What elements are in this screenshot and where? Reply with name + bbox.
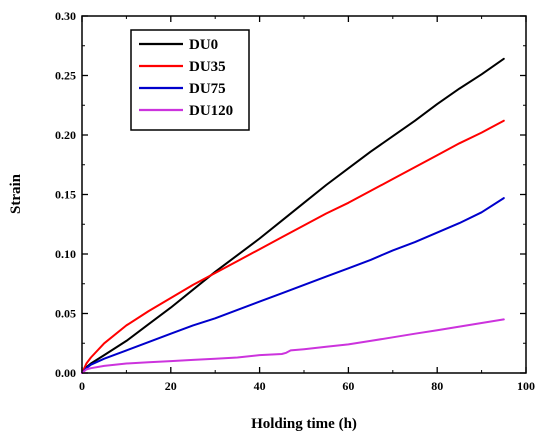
legend-box xyxy=(130,29,250,131)
legend-label-du75: DU75 xyxy=(189,81,226,97)
x-tick-label: 100 xyxy=(517,379,535,393)
x-axis-label: Holding time (h) xyxy=(251,416,357,432)
legend-label-du0: DU0 xyxy=(189,37,218,53)
x-tick-label: 0 xyxy=(79,379,85,393)
x-axis: 0 20 40 60 80 100 xyxy=(79,16,535,393)
series-line-du75 xyxy=(81,197,505,374)
series-line-du0 xyxy=(81,57,505,374)
y-tick-label: 0.30 xyxy=(55,9,76,23)
x-tick-label: 20 xyxy=(165,379,177,393)
y-tick-label: 0.15 xyxy=(55,188,76,202)
legend: DU0 DU35 DU75 DU120 xyxy=(130,29,250,131)
series-line-du120 xyxy=(81,318,505,374)
legend-label-du35: DU35 xyxy=(189,59,226,75)
legend-label-du120: DU120 xyxy=(189,103,233,119)
y-tick-label: 0.00 xyxy=(55,366,76,380)
y-tick-label: 0.05 xyxy=(55,307,76,321)
y-tick-label: 0.10 xyxy=(55,247,76,261)
y-axis-label: Strain xyxy=(8,173,24,214)
series-layer xyxy=(81,57,505,374)
y-tick-label: 0.20 xyxy=(55,128,76,142)
x-tick-label: 80 xyxy=(431,379,443,393)
y-axis: 0.00 0.05 0.10 0.15 0.20 0.25 0.30 xyxy=(55,9,526,380)
series-line-du35 xyxy=(81,119,505,374)
y-tick-label: 0.25 xyxy=(55,69,76,83)
x-tick-label: 60 xyxy=(342,379,354,393)
x-tick-label: 40 xyxy=(254,379,266,393)
